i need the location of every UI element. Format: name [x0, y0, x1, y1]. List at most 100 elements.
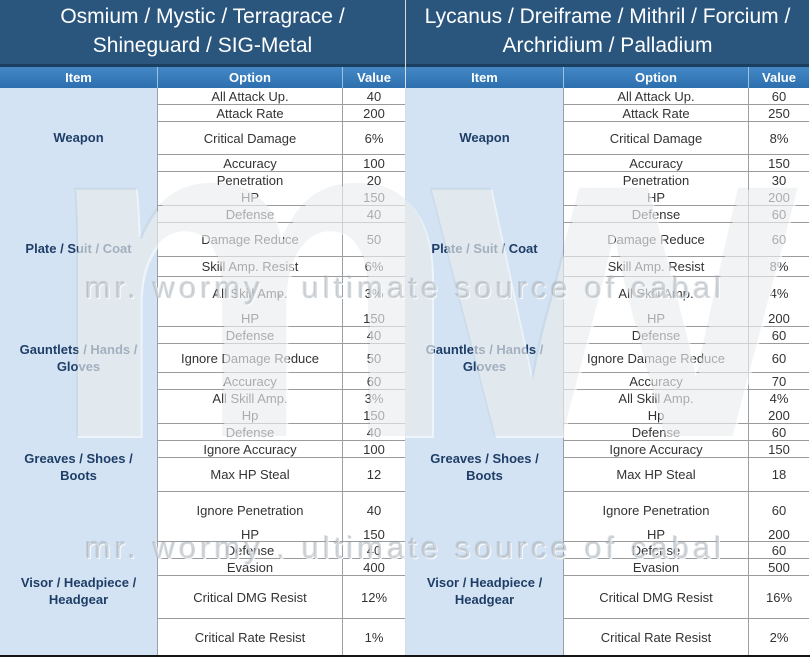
option-rows: All Attack Up. 60 Attack Rate 250 Critical D…: [564, 88, 809, 189]
table-row: Ignore Accuracy 100: [158, 441, 405, 458]
option-cell: Attack Rate: [564, 105, 749, 121]
value-cell: 12%: [360, 589, 388, 605]
option-cell: Critical Damage: [564, 122, 749, 154]
table-row: Defense 40: [158, 206, 405, 223]
value-cell: 60: [771, 232, 787, 247]
table-row: Damage Reduce 50: [158, 223, 405, 257]
table-row: Critical DMG Resist 16%: [564, 576, 809, 619]
table-row: Penetration 20: [158, 172, 405, 189]
option-cell: Defense: [564, 542, 749, 558]
table-row: Evasion 500: [564, 559, 809, 576]
value-cell: 2%: [769, 630, 789, 645]
table-row: Attack Rate 250: [564, 105, 809, 122]
value-cell: 50: [366, 350, 382, 366]
value-cell: 60: [771, 424, 787, 440]
table-row: Ignore Penetration 40: [158, 492, 405, 528]
table-row: HP 200: [564, 189, 809, 206]
option-rows: HP 200 Defense 60 Evasion 500 Critical DMG Res…: [564, 527, 809, 655]
table-row: Hp 200: [564, 407, 809, 424]
table-row: Critical Damage 6%: [158, 122, 405, 155]
option-cell: Critical Rate Resist: [564, 619, 749, 655]
table-row: Accuracy 60: [158, 373, 405, 390]
value-cell: 150: [363, 407, 385, 423]
section-visor-headpiece-headgear: Visor / Headpiece / Headgear HP 150 Defense…: [0, 527, 405, 655]
table-row: All Skill Amp. 3%: [158, 277, 405, 310]
value-cell: 16%: [765, 589, 793, 605]
value-cell: 20: [366, 173, 382, 188]
value-cell: 500: [768, 559, 790, 575]
option-cell: Ignore Accuracy: [564, 441, 749, 457]
value-cell: 250: [768, 105, 790, 121]
table-row: Accuracy 100: [158, 155, 405, 172]
table-row: Hp 150: [158, 407, 405, 424]
value-cell: 40: [366, 327, 382, 343]
option-cell: All Attack Up.: [158, 88, 343, 104]
column-header-option: Option: [158, 67, 343, 88]
table-row: Evasion 400: [158, 559, 405, 576]
option-cell: Ignore Damage Reduce: [158, 344, 343, 372]
value-cell: 150: [768, 155, 790, 171]
option-cell: HP: [564, 527, 749, 542]
value-cell: 30: [771, 173, 787, 188]
option-cell: Defense: [158, 424, 343, 440]
option-rows: HP 200 Defense 60 Ignore Damage Reduce 60 Accu…: [564, 310, 809, 407]
value-cell: 40: [366, 502, 382, 518]
option-cell: Defense: [564, 424, 749, 440]
table-row: HP 200: [564, 527, 809, 542]
value-cell: 200: [768, 189, 790, 205]
table-row: Penetration 30: [564, 172, 809, 189]
option-cell: Max HP Steal: [158, 458, 343, 491]
table-row: Ignore Accuracy 150: [564, 441, 809, 458]
item-cell: Plate / Suit / Coat: [0, 189, 158, 310]
value-cell: 4%: [769, 286, 789, 301]
option-cell: Critical Rate Resist: [158, 619, 343, 655]
table-row: Skill Amp. Resist 6%: [158, 257, 405, 277]
option-cell: Accuracy: [158, 155, 343, 171]
value-cell: 4%: [769, 391, 789, 406]
value-cell: 60: [771, 542, 787, 558]
value-cell: 40: [366, 206, 382, 222]
option-rows: HP 200 Defense 60 Damage Reduce 60 Skill Amp. …: [564, 189, 809, 310]
table-row: HP 150: [158, 189, 405, 206]
section-visor-headpiece-headgear: Visor / Headpiece / Headgear HP 200 Defense…: [406, 527, 809, 655]
value-cell: 200: [363, 105, 385, 121]
option-rows: All Attack Up. 40 Attack Rate 200 Critical D…: [158, 88, 405, 189]
section-weapon: Weapon All Attack Up. 40 Attack Rate 200 Crit…: [0, 88, 405, 189]
option-cell: All Attack Up.: [564, 88, 749, 104]
option-cell: HP: [564, 189, 749, 205]
section-gauntlets-hands-gloves: Gauntlets / Hands / Gloves HP 200 Defense 60…: [406, 310, 809, 407]
option-cell: HP: [564, 310, 749, 326]
option-cell: Defense: [564, 206, 749, 222]
option-cell: HP: [158, 527, 343, 542]
item-cell: Visor / Headpiece / Headgear: [406, 528, 564, 655]
column-header-option: Option: [564, 67, 749, 88]
table-row: HP 150: [158, 527, 405, 542]
table-row: Defense 40: [158, 327, 405, 344]
value-cell: 100: [363, 155, 385, 171]
value-cell: 60: [771, 206, 787, 222]
section-greaves-shoes-boots: Greaves / Shoes / Boots Hp 200 Defense 60 Ign…: [406, 407, 809, 528]
option-cell: All Skill Amp.: [564, 390, 749, 407]
value-cell: 1%: [364, 630, 384, 645]
option-cell: Penetration: [158, 172, 343, 189]
column-header-item: Item: [0, 67, 158, 88]
value-cell: 150: [768, 441, 790, 457]
option-cell: Attack Rate: [158, 105, 343, 121]
table-title: Osmium / Mystic / Terragrace / Shineguar…: [0, 0, 405, 67]
value-cell: 50: [366, 232, 382, 247]
option-cell: Damage Reduce: [158, 223, 343, 256]
table-row: Defense 60: [564, 327, 809, 344]
table-row: All Attack Up. 40: [158, 88, 405, 105]
option-cell: HP: [158, 189, 343, 205]
table-row: All Attack Up. 60: [564, 88, 809, 105]
table-title: Lycanus / Dreiframe / Mithril / Forcium …: [406, 0, 809, 67]
value-cell: 200: [768, 527, 790, 542]
value-cell: 8%: [769, 130, 789, 146]
option-cell: Critical Damage: [158, 122, 343, 154]
value-cell: 3%: [364, 391, 384, 406]
table-row: Critical Rate Resist 2%: [564, 619, 809, 655]
section-gauntlets-hands-gloves: Gauntlets / Hands / Gloves HP 150 Defense 40…: [0, 310, 405, 407]
item-cell: Plate / Suit / Coat: [406, 189, 564, 310]
option-cell: All Skill Amp.: [158, 277, 343, 310]
